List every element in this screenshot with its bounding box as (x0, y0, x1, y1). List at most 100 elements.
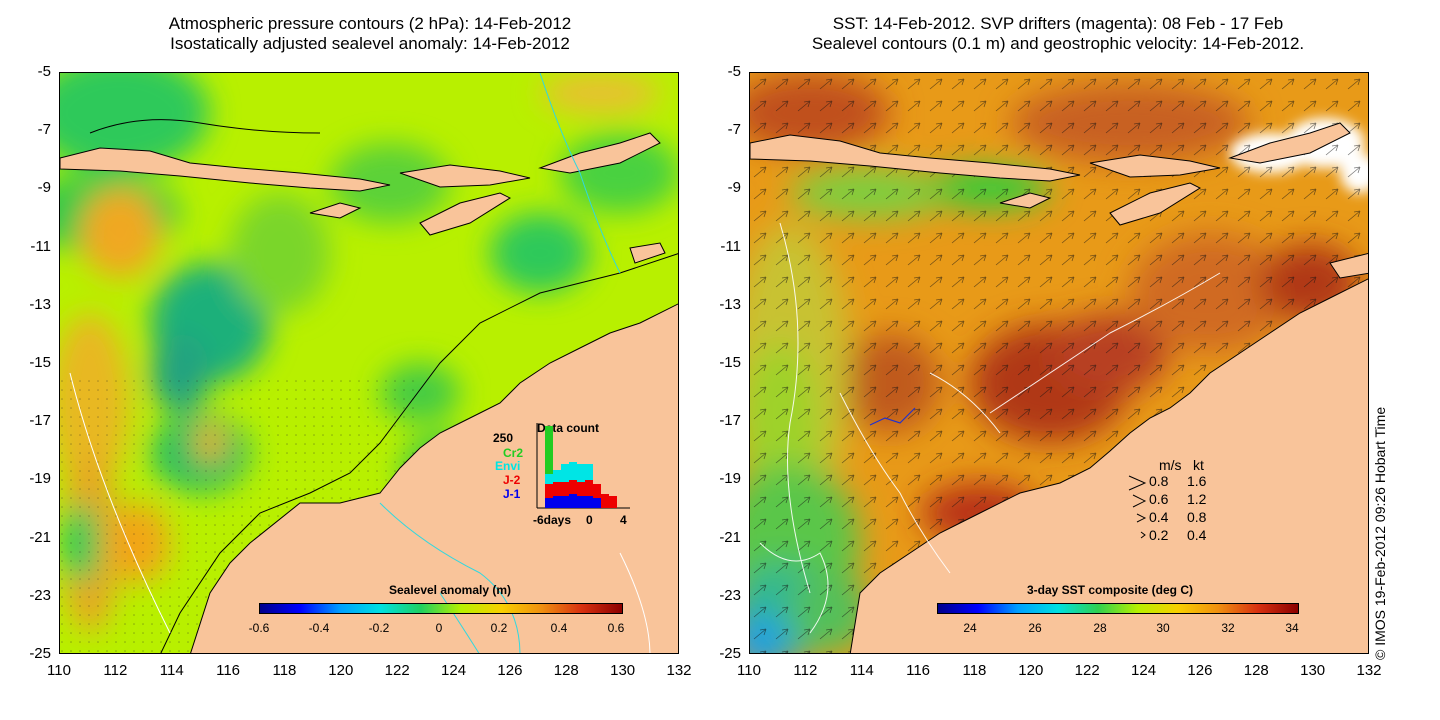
right-map-xtick-label: 110 (737, 662, 761, 679)
left-map-ytick-label: -7 (37, 121, 51, 139)
velocity-legend: m/s kt 0.8 1.6 0.6 1.2 0.4 0.8 0.2 0.4 (1125, 457, 1225, 547)
sla-colorbar (259, 603, 623, 614)
right-map-ytick-label: -15 (719, 354, 741, 371)
right-map-ytick-label: -9 (727, 179, 741, 197)
sla-cbar-tick-1: -0.4 (308, 621, 330, 635)
sla-cbar-tick-0: -0.6 (248, 621, 270, 635)
inset-xtick-zero: 0 (586, 513, 593, 527)
left-map-xtick-label: 126 (497, 662, 523, 679)
inset-mission-j2: J-2 (503, 473, 521, 487)
velocity-row-1-kt: 1.2 (1187, 491, 1207, 507)
sla-cbar-tick-4: 0.2 (490, 621, 508, 635)
right-title-line2: Sealevel contours (0.1 m) and geostrophi… (811, 34, 1305, 53)
sla-cbar-tick-6: 0.6 (607, 621, 625, 635)
sla-cyan-contours (379, 73, 621, 653)
right-map-title: SST: 14-Feb-2012. SVP drifters (magenta)… (748, 14, 1368, 54)
right-map-xtick-label: 114 (849, 662, 874, 679)
left-title-line2: Isostatically adjusted sealevel anomaly:… (170, 34, 570, 53)
inset-bars (545, 426, 617, 508)
left-map-ytick-label: -25 (29, 645, 51, 662)
left-map-ytick-label: -13 (29, 295, 51, 313)
left-map-xtick-label: 132 (666, 662, 692, 679)
left-map-ytick-label: -19 (29, 470, 51, 488)
velocity-row-0-kt: 1.6 (1187, 473, 1207, 489)
right-map-xtick-label: 116 (906, 662, 931, 679)
right-map-ytick-label: -13 (719, 295, 741, 313)
sst-cbar-tick-3: 30 (1156, 621, 1170, 635)
sst-map: m/s kt 0.8 1.6 0.6 1.2 0.4 0.8 0.2 0.4 (749, 72, 1369, 654)
sst-colorbar (937, 603, 1299, 614)
copyright-notice: © IMOS 19-Feb-2012 09:26 Hobart Time (1372, 406, 1388, 660)
velocity-row-2-kt: 0.8 (1187, 509, 1207, 525)
right-map-xtick-label: 120 (1018, 662, 1044, 679)
right-map-xtick-label: 126 (1187, 662, 1213, 679)
sst-land (750, 122, 1368, 653)
left-map-xtick-label: 116 (216, 662, 241, 679)
right-map-ytick-label: -7 (727, 121, 741, 139)
left-title-line1: Atmospheric pressure contours (2 hPa): 1… (168, 14, 572, 33)
left-map-ytick-label: -15 (29, 354, 51, 371)
right-map-ytick-label: -21 (719, 528, 741, 546)
right-map-ytick-label: -17 (719, 412, 741, 430)
sla-cbar-tick-3: 0 (435, 621, 443, 635)
right-map-ytick-label: -19 (719, 470, 741, 488)
sst-colorbar-title: 3-day SST composite (deg C) (1026, 583, 1194, 597)
velocity-row-3-ms: 0.2 (1149, 527, 1169, 543)
arrow-08 (1128, 475, 1147, 491)
velocity-legend-header-ms: m/s (1159, 457, 1182, 473)
inset-mission-envi: Envi (495, 459, 521, 473)
sla-contours (89, 119, 678, 653)
sst-cbar-tick-4: 32 (1221, 621, 1235, 635)
velocity-legend-arrows (1128, 475, 1147, 539)
right-map-xtick-label: 112 (793, 662, 818, 679)
sst-cbar-tick-5: 34 (1285, 621, 1299, 635)
left-map-xtick-label: 118 (272, 662, 297, 679)
left-map-xtick-label: 112 (103, 662, 128, 679)
inset-xtick-end: 4 (620, 513, 627, 527)
sealevel-anomaly-map-svg (60, 73, 678, 653)
right-map-xtick-label: 130 (1300, 662, 1326, 679)
sla-colorbar-title: Sealevel anomaly (m) (388, 583, 512, 597)
data-count-inset: Data count 250 Cr2 Envi J-2 J-1 -6days 0… (485, 418, 635, 533)
inset-mission-j1: J-1 (503, 487, 521, 501)
sla-cbar-tick-2: -0.2 (368, 621, 390, 635)
sealevel-anomaly-map: Data count 250 Cr2 Envi J-2 J-1 -6days 0… (59, 72, 679, 654)
left-map-ytick-label: -11 (30, 237, 51, 255)
right-map-ytick-label: -11 (720, 237, 741, 255)
velocity-row-2-ms: 0.4 (1149, 509, 1169, 525)
velocity-legend-header-kt: kt (1193, 457, 1204, 473)
sst-map-svg (750, 73, 1368, 653)
left-map-xtick-label: 110 (47, 662, 71, 679)
arrow-04 (1136, 513, 1147, 523)
left-map-xtick-label: 114 (159, 662, 184, 679)
sst-sealevel-contours (759, 222, 1221, 634)
sst-drifter-tracks (869, 407, 916, 426)
right-map-ytick-label: -23 (719, 586, 741, 604)
sla-cbar-tick-5: 0.4 (550, 621, 568, 635)
right-title-line1: SST: 14-Feb-2012. SVP drifters (magenta)… (832, 14, 1284, 33)
right-map-xtick-label: 118 (962, 662, 987, 679)
right-map-xtick-label: 124 (1131, 662, 1157, 679)
sst-cbar-tick-1: 26 (1028, 621, 1042, 635)
right-map-xtick-label: 132 (1356, 662, 1382, 679)
velocity-row-0-ms: 0.8 (1149, 473, 1169, 489)
left-map-title: Atmospheric pressure contours (2 hPa): 1… (60, 14, 680, 54)
right-map-xtick-label: 128 (1243, 662, 1269, 679)
left-map-ytick-label: -5 (37, 63, 51, 80)
inset-xtick-start: -6days (533, 513, 572, 527)
sla-land (60, 132, 678, 653)
right-map-ytick-label: -5 (727, 63, 741, 80)
left-map-ytick-label: -23 (29, 586, 51, 604)
inset-bar-chart (536, 423, 630, 509)
left-map-ytick-label: -9 (37, 179, 51, 197)
right-map-xtick-label: 122 (1074, 662, 1100, 679)
inset-ymax-label: 250 (493, 431, 514, 445)
inset-mission-cr2: Cr2 (503, 446, 524, 460)
left-map-xtick-label: 120 (328, 662, 354, 679)
sla-pressure-contours (69, 372, 651, 653)
arrow-02 (1140, 531, 1146, 539)
left-map-ytick-label: -21 (29, 528, 51, 546)
left-map-xtick-label: 128 (553, 662, 579, 679)
left-map-xtick-label: 124 (441, 662, 467, 679)
velocity-row-3-kt: 0.4 (1187, 527, 1207, 543)
